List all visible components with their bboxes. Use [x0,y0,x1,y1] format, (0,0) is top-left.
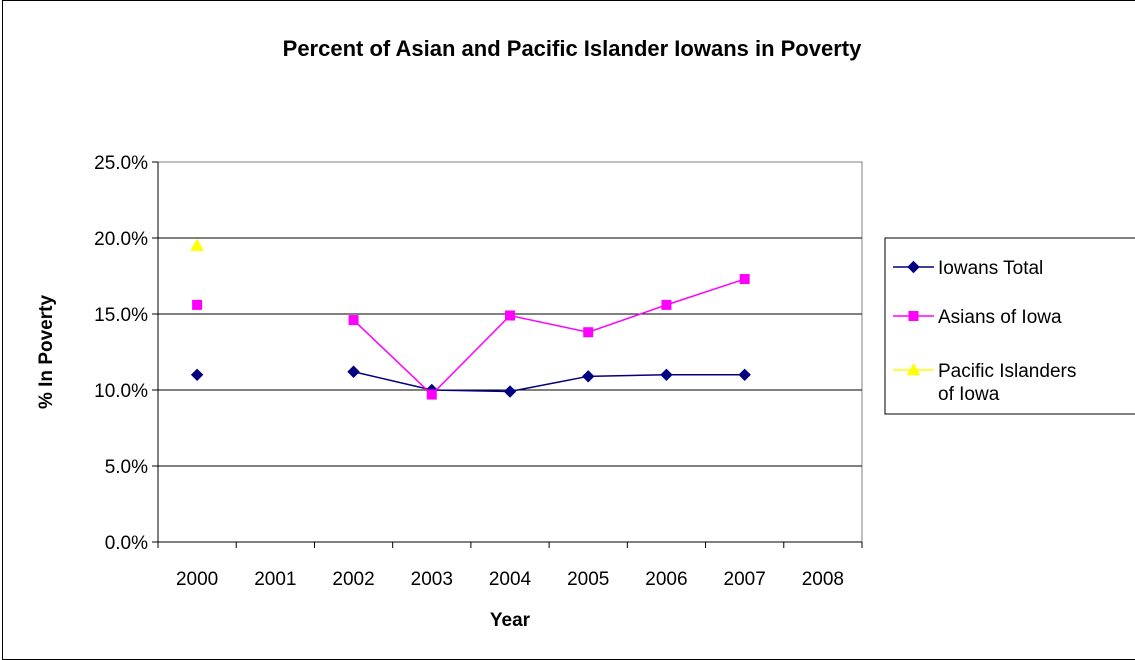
legend-marker [907,260,920,274]
x-tick-label: 2005 [567,569,609,590]
chart-title: Percent of Asian and Pacific Islander Io… [283,36,862,61]
x-tick-label: 2000 [176,569,218,590]
legend-label: Pacific Islanders [938,361,1076,382]
data-point [348,315,359,326]
data-point [190,368,204,382]
data-point [738,368,751,382]
x-axis-ticks: 2000 2001 2002 2003 2004 2005 2006 2007 2008 [157,542,863,590]
x-tick-label: 2002 [332,569,374,590]
x-tick-label: 2001 [254,569,296,590]
x-tick-label: 2008 [802,569,844,590]
y-tick-label: 5.0% [105,457,148,478]
axes [157,162,862,543]
series-0 [190,365,751,398]
data-point [347,365,360,378]
legend: Iowans Total Asians of Iowa Pacific Island… [884,237,1135,415]
y-tick-label: 0.0% [105,533,148,554]
data-point [582,370,595,383]
x-tick-label: 2003 [411,569,453,590]
series-2 [190,238,204,251]
y-tick-label: 20.0% [94,229,148,250]
legend-marker [906,362,921,376]
y-axis-ticks: 0.0% 5.0% 10.0% 15.0% 20.0% 25.0% [94,153,158,554]
data-point [190,238,204,251]
x-tick-label: 2007 [724,569,766,590]
y-tick-label: 25.0% [94,153,148,174]
legend-marker [908,311,919,321]
plot-area [157,161,863,543]
legend-label: Asians of Iowa [938,307,1062,328]
x-tick-label: 2006 [645,569,687,590]
data-point [661,299,672,310]
series-line [353,278,745,396]
series-line [353,371,745,393]
legend-label: Iowans Total [938,258,1043,279]
data-point [503,385,517,398]
y-axis-label: % In Poverty [36,295,57,409]
data-point [583,327,594,338]
series-1 [192,274,750,400]
x-tick-label: 2004 [489,569,532,590]
y-tick-label: 10.0% [94,381,148,402]
legend-label: of Iowa [938,384,1000,405]
data-point [192,299,203,310]
data-point [426,389,437,400]
data-point [739,274,750,285]
data-point [505,310,515,321]
y-tick-label: 15.0% [94,305,148,326]
data-point [660,368,673,382]
series-layer [190,238,751,400]
x-axis-label: Year [490,610,531,631]
